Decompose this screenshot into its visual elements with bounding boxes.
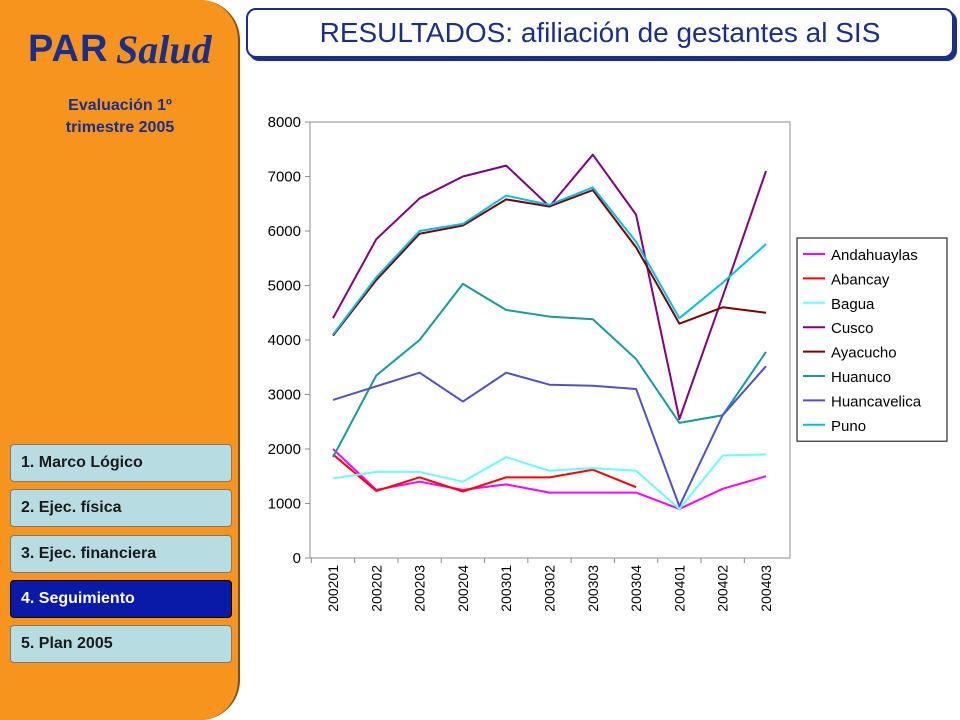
y-tick-label: 3000: [268, 387, 301, 404]
subtitle-line-1: Evaluación 1º: [68, 97, 172, 114]
y-tick-label: 7000: [268, 169, 301, 186]
menu-item-seguimiento[interactable]: 4. Seguimiento: [10, 580, 232, 618]
x-tick-label: 200304: [628, 565, 644, 612]
legend-label: Huancavelica: [831, 393, 922, 410]
y-tick-label: 5000: [268, 278, 301, 295]
sidebar: PAR Salud Evaluación 1º trimestre 2005 1…: [0, 0, 240, 720]
x-tick-label: 200202: [368, 565, 384, 612]
x-tick-label: 200302: [542, 565, 558, 612]
y-tick-label: 2000: [268, 441, 301, 458]
y-tick-label: 8000: [268, 114, 301, 131]
y-tick-label: 4000: [268, 332, 301, 349]
x-tick-label: 200403: [758, 565, 774, 612]
parsalud-logo: PAR Salud: [28, 24, 213, 84]
plot-area: [309, 121, 791, 559]
title-bar: RESULTADOS: afiliación de gestantes al S…: [246, 8, 954, 58]
legend-label: Andahuaylas: [831, 247, 918, 264]
menu-item-ejec-fisica[interactable]: 2. Ejec. física: [10, 489, 232, 527]
legend-label: Puno: [831, 418, 866, 435]
legend-label: Huanuco: [831, 369, 891, 386]
legend-box: [796, 237, 948, 442]
series-line-abancay: [332, 453, 637, 493]
page-title: RESULTADOS: afiliación de gestantes al S…: [319, 17, 881, 48]
series-line-huanuco: [332, 282, 767, 458]
evaluation-period: Evaluación 1º trimestre 2005: [0, 95, 240, 139]
series-line-ayacucho: [332, 189, 767, 337]
legend-label: Cusco: [831, 320, 874, 337]
series-line-bagua: [332, 453, 767, 510]
y-tick-label: 6000: [268, 223, 301, 240]
legend-label: Ayacucho: [831, 345, 897, 362]
logo-salud-text: Salud: [116, 27, 212, 72]
y-tick-label: 0: [293, 550, 301, 567]
y-tick-label: 1000: [268, 496, 301, 513]
legend-label: Bagua: [831, 296, 875, 313]
x-tick-label: 200301: [498, 565, 514, 612]
x-tick-label: 200402: [715, 565, 731, 612]
x-tick-label: 200401: [671, 565, 687, 612]
x-tick-label: 200203: [412, 565, 428, 612]
menu-item-marco-logico[interactable]: 1. Marco Lógico: [10, 444, 232, 482]
logo-par-text: PAR: [28, 28, 109, 70]
x-tick-label: 200303: [585, 565, 601, 612]
series-line-andahuaylas: [332, 448, 767, 510]
x-tick-label: 200204: [455, 565, 471, 612]
legend-label: Abancay: [831, 271, 890, 288]
x-tick-label: 200201: [325, 565, 341, 612]
series-line-puno: [332, 186, 767, 336]
menu-item-ejec-financiera[interactable]: 3. Ejec. financiera: [10, 535, 232, 573]
series-line-huancavelica: [332, 365, 767, 508]
subtitle-line-2: trimestre 2005: [65, 119, 175, 136]
menu-item-plan-2005[interactable]: 5. Plan 2005: [10, 625, 232, 663]
